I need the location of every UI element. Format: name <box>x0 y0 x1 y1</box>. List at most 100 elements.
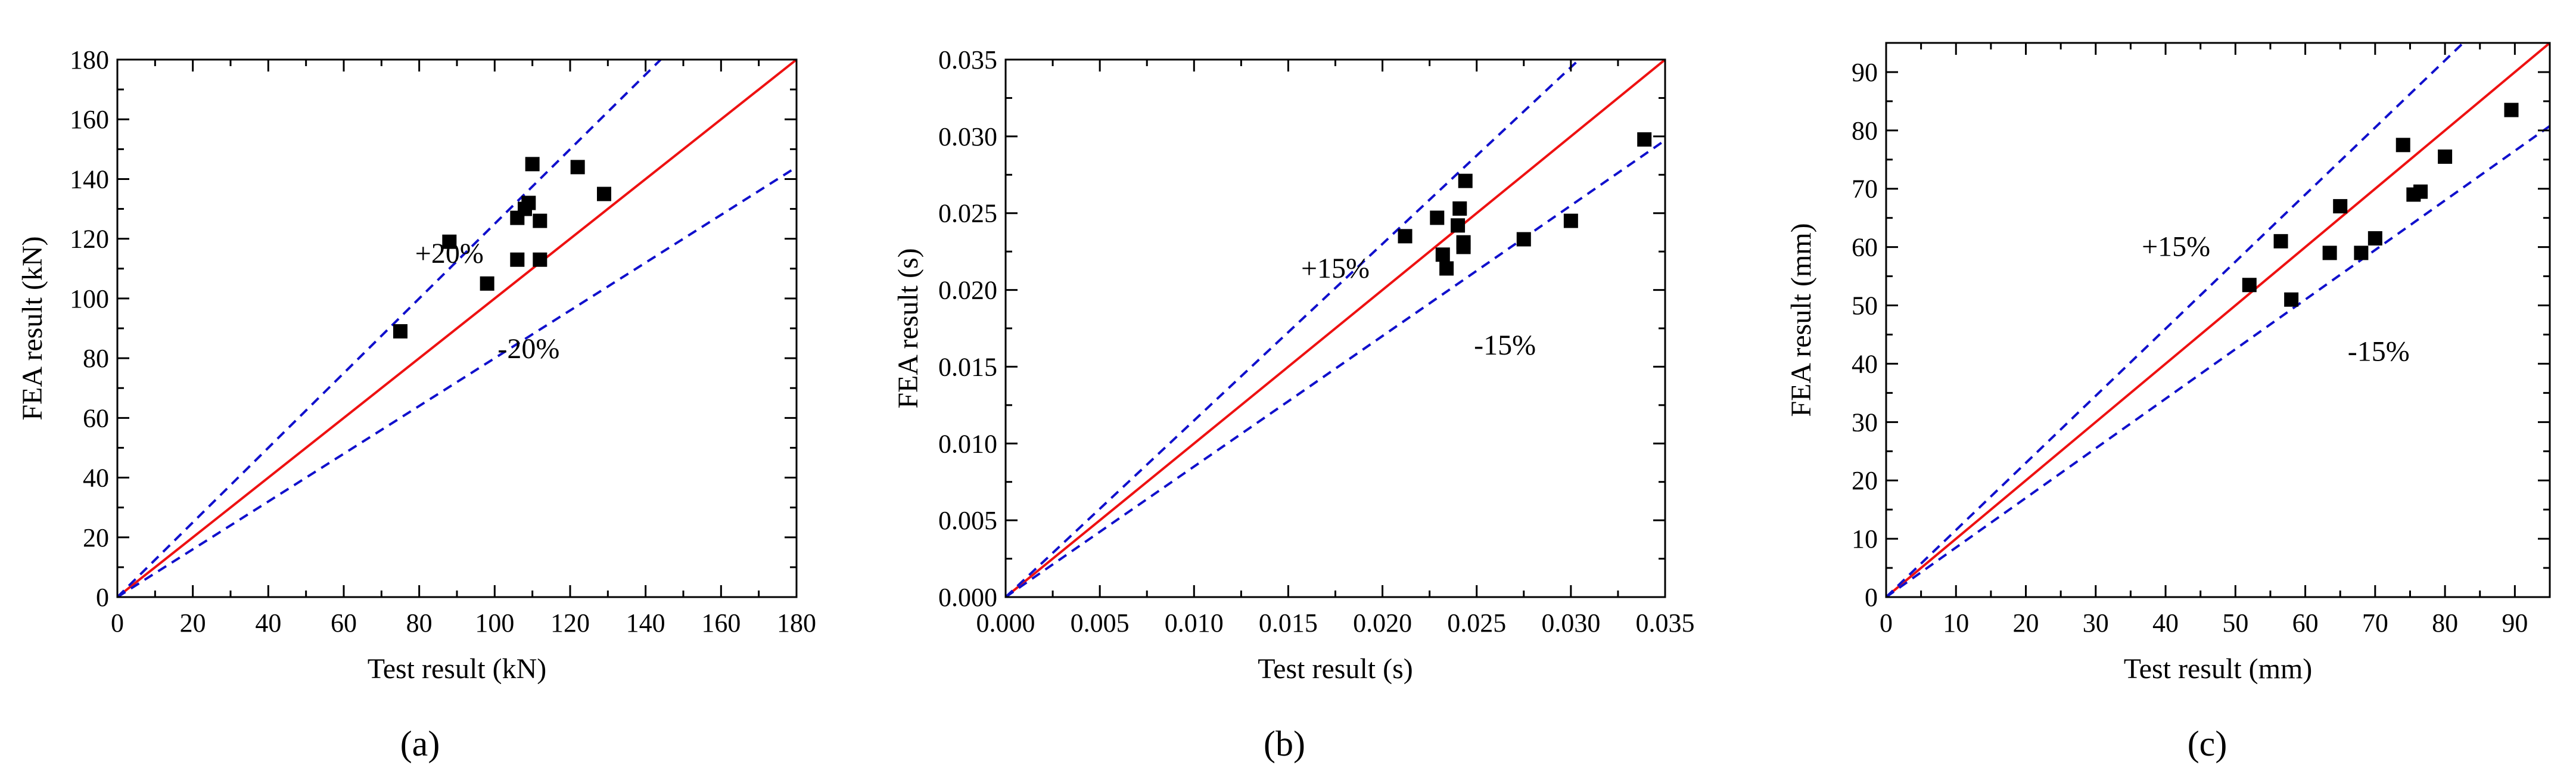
x-tick-label: 0.015 <box>1259 608 1318 638</box>
y-tick-label: 0 <box>96 583 109 612</box>
data-point <box>2413 184 2428 199</box>
plot-area <box>1006 60 1665 597</box>
upper-bound-label: +20% <box>415 238 484 269</box>
data-point <box>2273 234 2288 248</box>
y-tick-label: 100 <box>70 284 109 313</box>
data-point <box>2322 246 2337 260</box>
y-tick-label: 10 <box>1852 524 1878 554</box>
data-point <box>1516 232 1531 247</box>
data-point <box>2504 102 2519 117</box>
y-axis-title: FEA result (kN) <box>17 236 48 420</box>
x-tick-label: 0.020 <box>1353 608 1412 638</box>
x-tick-label: 0.025 <box>1447 608 1506 638</box>
data-point <box>570 160 585 175</box>
x-tick-label: 60 <box>2292 608 2319 638</box>
data-point <box>1451 218 1466 233</box>
y-tick-label: 0.020 <box>938 276 997 305</box>
upper-bound-line <box>1886 43 2465 597</box>
y-tick-label: 20 <box>1852 466 1878 495</box>
x-tick-label: 40 <box>255 608 281 638</box>
y-tick-label: 80 <box>83 344 109 373</box>
lower-bound-line <box>117 166 797 597</box>
x-axis-title: Test result (s) <box>1258 653 1413 685</box>
y-tick-label: 160 <box>70 105 109 134</box>
y-tick-label: 60 <box>1852 233 1878 262</box>
y-tick-label: 0.010 <box>938 429 997 458</box>
panel-a: 0 20 40 60 80 100 120 140 160 180 0 20 40 60 80 100 120 1… <box>17 45 816 763</box>
lower-bound-label: -20% <box>497 333 559 365</box>
x-tick-label: 10 <box>1943 608 1969 638</box>
plot-area <box>117 60 797 597</box>
y-axis-title: FEA result (s) <box>892 248 924 408</box>
y-tick-label: 80 <box>1852 116 1878 145</box>
y-tick-label: 0.005 <box>938 506 997 535</box>
data-point <box>533 252 547 267</box>
data-point <box>2395 138 2410 153</box>
panel-c: 0 10 20 30 40 50 60 70 80 90 0 10 20 30 40 50 60 70 80 90 +1… <box>1785 42 2551 763</box>
data-point <box>480 276 494 291</box>
x-tick-label: 160 <box>701 608 741 638</box>
x-tick-label: 50 <box>2222 608 2248 638</box>
data-point <box>2367 231 2382 246</box>
data-point <box>1452 201 1467 216</box>
data-point <box>521 195 536 210</box>
x-tick-label: 180 <box>777 608 816 638</box>
y-tick-label: 0.025 <box>938 199 997 228</box>
x-tick-label: 40 <box>2152 608 2179 638</box>
data-point <box>510 252 525 267</box>
panel-label: (c) <box>2188 724 2227 763</box>
x-tick-label: 0 <box>1880 608 1893 638</box>
x-tick-label: 0.010 <box>1165 608 1224 638</box>
y-tick-label: 0.035 <box>938 45 997 74</box>
y-tick-label: 0.015 <box>938 352 997 381</box>
y-tick-label: 0.000 <box>938 583 997 612</box>
plot-area <box>1886 43 2550 597</box>
data-point <box>1439 261 1454 276</box>
x-tick-label: 80 <box>2432 608 2458 638</box>
data-point <box>1563 213 1578 228</box>
y-tick-label: 40 <box>1852 349 1878 378</box>
upper-bound-line <box>117 60 662 597</box>
data-point <box>1637 132 1652 147</box>
data-point <box>442 234 457 249</box>
data-point <box>2242 278 2257 293</box>
panel-label: (b) <box>1264 724 1305 763</box>
x-tick-label: 120 <box>550 608 590 638</box>
data-point <box>1430 210 1445 225</box>
data-point <box>1435 247 1450 262</box>
y-axis-title: FEA result (mm) <box>1785 223 1817 417</box>
y-tick-label: 50 <box>1852 291 1878 321</box>
x-tick-label: 80 <box>406 608 433 638</box>
x-tick-label: 70 <box>2362 608 2388 638</box>
x-tick-label: 90 <box>2502 608 2528 638</box>
y-tick-label: 90 <box>1852 58 1878 87</box>
data-point <box>525 157 540 172</box>
reference-line <box>117 60 797 597</box>
reference-line <box>1886 43 2550 597</box>
y-tick-label: 140 <box>70 164 109 194</box>
x-tick-label: 30 <box>2083 608 2109 638</box>
x-tick-label: 20 <box>180 608 206 638</box>
y-tick-label: 0.030 <box>938 122 997 151</box>
x-tick-label: 0.030 <box>1541 608 1600 638</box>
x-tick-label: 0.035 <box>1636 608 1695 638</box>
panel-label: (a) <box>400 724 440 763</box>
upper-bound-label: +15% <box>2142 231 2210 262</box>
upper-bound-line <box>1006 60 1581 597</box>
x-tick-label: 100 <box>475 608 514 638</box>
data-point <box>2438 149 2453 164</box>
data-point <box>533 213 547 228</box>
lower-bound-label: -15% <box>2348 336 2410 368</box>
upper-bound-label: +15% <box>1301 253 1370 284</box>
x-tick-label: 0.000 <box>976 608 1035 638</box>
lower-bound-line <box>1006 139 1665 597</box>
data-point <box>2333 199 2348 214</box>
data-point <box>2284 292 2299 307</box>
x-tick-label: 60 <box>331 608 357 638</box>
data-point <box>393 324 407 339</box>
y-tick-label: 120 <box>70 225 109 254</box>
y-tick-label: 70 <box>1852 175 1878 204</box>
data-point <box>1398 229 1413 244</box>
x-tick-label: 0.005 <box>1071 608 1130 638</box>
